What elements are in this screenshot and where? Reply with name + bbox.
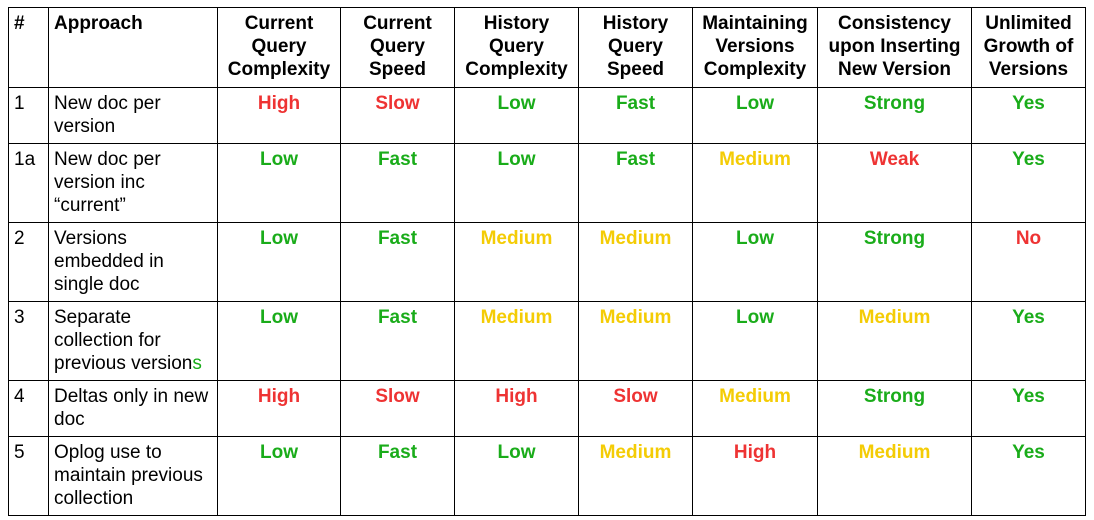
header-cell: History Query Complexity	[454, 7, 579, 88]
row-number: 5	[8, 436, 49, 516]
header-cell: #	[8, 7, 49, 88]
header-row: # Approach Current Query Complexity Curr…	[8, 7, 1086, 88]
rating-cell: Low	[217, 143, 341, 223]
rating-cell: Fast	[340, 436, 455, 516]
rating-cell: Fast	[578, 87, 693, 144]
rating-cell: Strong	[817, 380, 972, 437]
header-cell: Consistency upon Inserting New Version	[817, 7, 972, 88]
header-cell: Current Query Complexity	[217, 7, 341, 88]
rating-cell: Yes	[971, 301, 1086, 381]
header-cell: Maintaining Versions Complexity	[692, 7, 818, 88]
approach-cell: New doc per version inc “current”	[48, 143, 218, 223]
approach-cell: Oplog use to maintain previous collectio…	[48, 436, 218, 516]
rating-cell: Low	[692, 301, 818, 381]
rating-cell: Medium	[578, 222, 693, 302]
approach-label: New doc per version	[54, 93, 161, 137]
rating-cell: Low	[692, 87, 818, 144]
row-number: 4	[8, 380, 49, 437]
rating-cell: Low	[217, 222, 341, 302]
approach-label: Deltas only in new doc	[54, 386, 209, 430]
header-cell: Approach	[48, 7, 218, 88]
row-number: 3	[8, 301, 49, 381]
table-row: 2 Versions embedded in single doc Low Fast M…	[8, 222, 1086, 302]
rating-cell: Slow	[578, 380, 693, 437]
approach-cell: Separate collection for previous version…	[48, 301, 218, 381]
row-number: 1	[8, 87, 49, 144]
rating-cell: No	[971, 222, 1086, 302]
rating-cell: Slow	[340, 87, 455, 144]
rating-cell: Medium	[454, 301, 579, 381]
rating-cell: Fast	[340, 301, 455, 381]
header-cell: Current Query Speed	[340, 7, 455, 88]
rating-cell: Medium	[692, 143, 818, 223]
rating-cell: High	[217, 380, 341, 437]
rating-cell: Low	[217, 301, 341, 381]
rating-cell: Fast	[340, 143, 455, 223]
rating-cell: Low	[454, 143, 579, 223]
comparison-table: # Approach Current Query Complexity Curr…	[8, 7, 1086, 516]
rating-cell: Fast	[578, 143, 693, 223]
approach-cell: Versions embedded in single doc	[48, 222, 218, 302]
table-row: 4 Deltas only in new doc High Slow High Slow M…	[8, 380, 1086, 437]
table-row: 3 Separate collection for previous versio…	[8, 301, 1086, 381]
approach-label: Oplog use to maintain previous collectio…	[54, 442, 203, 509]
row-number: 1a	[8, 143, 49, 223]
table-row: 1a New doc per version inc “current” Low Fa…	[8, 143, 1086, 223]
rating-cell: Weak	[817, 143, 972, 223]
approach-label: New doc per version inc “current”	[54, 149, 161, 216]
rating-cell: Medium	[578, 436, 693, 516]
approach-label-tail: s	[192, 353, 202, 374]
table-body: 1 New doc per version High Slow Low Fast Low St…	[8, 87, 1086, 516]
table-row: 1 New doc per version High Slow Low Fast Low St…	[8, 87, 1086, 144]
rating-cell: High	[217, 87, 341, 144]
rating-cell: High	[692, 436, 818, 516]
rating-cell: Low	[217, 436, 341, 516]
rating-cell: Yes	[971, 380, 1086, 437]
rating-cell: Low	[454, 436, 579, 516]
rating-cell: Strong	[817, 87, 972, 144]
rating-cell: Fast	[340, 222, 455, 302]
rating-cell: Yes	[971, 87, 1086, 144]
header-cell: History Query Speed	[578, 7, 693, 88]
rating-cell: Low	[692, 222, 818, 302]
rating-cell: Medium	[817, 301, 972, 381]
approach-label: Separate collection for previous version	[54, 307, 193, 374]
approach-cell: New doc per version	[48, 87, 218, 144]
rating-cell: Slow	[340, 380, 455, 437]
rating-cell: Medium	[454, 222, 579, 302]
rating-cell: High	[454, 380, 579, 437]
row-number: 2	[8, 222, 49, 302]
rating-cell: Yes	[971, 143, 1086, 223]
rating-cell: Strong	[817, 222, 972, 302]
rating-cell: Yes	[971, 436, 1086, 516]
table-row: 5 Oplog use to maintain previous collecti…	[8, 436, 1086, 516]
rating-cell: Medium	[692, 380, 818, 437]
rating-cell: Medium	[817, 436, 972, 516]
approach-label: Versions embedded in single doc	[54, 228, 164, 295]
rating-cell: Low	[454, 87, 579, 144]
header-cell: Unlimited Growth of Versions	[971, 7, 1086, 88]
rating-cell: Medium	[578, 301, 693, 381]
approach-cell: Deltas only in new doc	[48, 380, 218, 437]
